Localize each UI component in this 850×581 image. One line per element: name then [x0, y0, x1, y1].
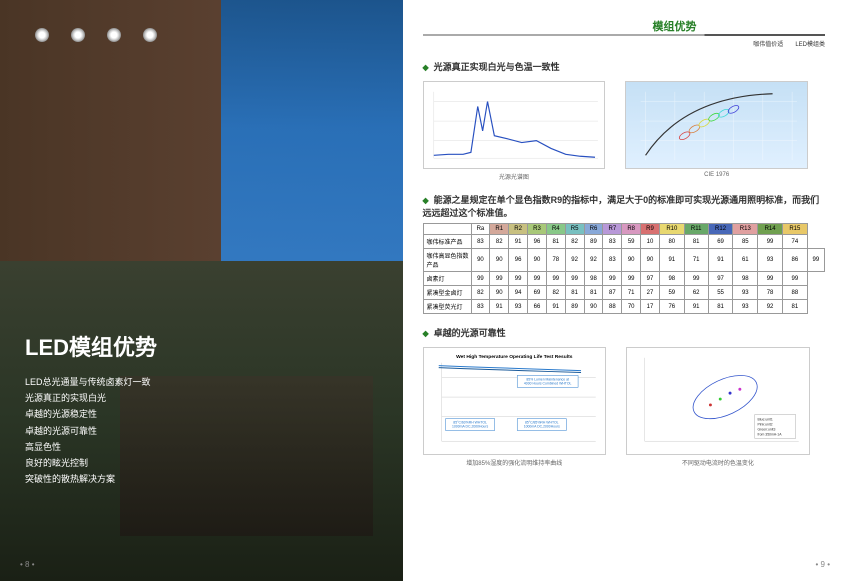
spectrum-chart — [423, 81, 606, 169]
list-item: 高显色性 — [25, 439, 157, 455]
cie-chart — [625, 81, 808, 169]
list-item: 良好的眩光控制 — [25, 455, 157, 471]
feature-list: LED总光通量与传统卤素灯一致 光源真正的实现白光 卓越的光源稳定性 卓越的光源… — [25, 374, 157, 487]
section-title-1: 光源真正实现白光与色温一致性 — [423, 60, 826, 73]
list-item: 突破性的散热解决方案 — [25, 471, 157, 487]
list-item: 卓越的光源可靠性 — [25, 423, 157, 439]
right-page: 模组优势 咖伟值价适LED模组类 光源真正实现白光与色温一致性 光源光谱图 — [403, 0, 850, 581]
list-item: 卓越的光源稳定性 — [25, 406, 157, 422]
cri-table: RaR1R2R3R4R5R6R7R8R9R10R11R12R13R14R15 咖… — [423, 223, 826, 314]
cct-chart: Blue:unit1 Pink:unit2 Green:unit3 from 3… — [626, 347, 810, 455]
header-title: 模组优势 — [653, 18, 826, 34]
list-item: 光源真正的实现白光 — [25, 390, 157, 406]
restaurant-photo — [0, 0, 403, 581]
chart-caption: 增加85%湿度的强化流明维持率曲线 — [423, 458, 607, 467]
chart-caption: 不同驱动电流时的色温变化 — [626, 458, 810, 467]
svg-text:4000 Hours Combined WHTOL: 4000 Hours Combined WHTOL — [523, 381, 571, 385]
svg-text:Blue:unit1: Blue:unit1 — [758, 418, 773, 422]
svg-text:1000mA DC,2000Hours: 1000mA DC,2000Hours — [452, 424, 488, 428]
svg-text:1000mA DC,2000Hours: 1000mA DC,2000Hours — [523, 424, 559, 428]
page-number-left: • 8 • — [20, 560, 35, 569]
svg-text:Green:unit3: Green:unit3 — [758, 427, 776, 431]
svg-text:Wet High Temperature Operating: Wet High Temperature Operating Life Test… — [456, 354, 573, 360]
chart-caption: 光源光谱图 — [423, 172, 606, 181]
page-number-right: • 9 • — [816, 560, 831, 569]
lumen-chart: Wet High Temperature Operating Life Test… — [423, 347, 607, 455]
chart-caption: CIE 1976 — [625, 172, 808, 178]
section-title-3: 卓越的光源可靠性 — [423, 326, 826, 339]
header-breadcrumb: 咖伟值价适LED模组类 — [423, 39, 826, 48]
section-desc: 能源之星规定在单个显色指数R9的指标中，满足大于0的标准即可实现光源通用照明标准… — [423, 193, 826, 219]
svg-text:from 350mA-1A: from 350mA-1A — [758, 432, 783, 436]
svg-text:Pink:unit2: Pink:unit2 — [758, 423, 773, 427]
list-item: LED总光通量与传统卤素灯一致 — [25, 374, 157, 390]
left-page: LED模组优势 LED总光通量与传统卤素灯一致 光源真正的实现白光 卓越的光源稳… — [0, 0, 403, 581]
left-title: LED模组优势 — [25, 330, 157, 362]
